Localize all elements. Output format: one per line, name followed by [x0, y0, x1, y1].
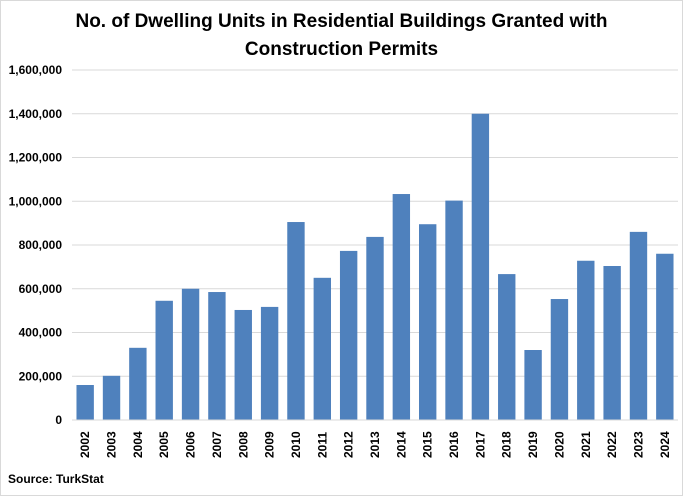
- bar: [76, 385, 94, 420]
- x-tick-label: 2011: [315, 432, 329, 458]
- bar: [287, 222, 305, 420]
- bar: [208, 292, 226, 420]
- bar: [234, 309, 252, 420]
- x-tick-label: 2016: [447, 431, 461, 458]
- x-tick-label: 2010: [289, 431, 303, 458]
- bar: [524, 350, 542, 420]
- bar: [366, 236, 384, 420]
- bar: [339, 250, 358, 420]
- bar: [102, 375, 121, 420]
- x-tick-label: 2023: [631, 431, 645, 458]
- bar: [629, 231, 648, 420]
- bar: [392, 194, 411, 420]
- chart-title: No. of Dwelling Units in Residential Bui…: [0, 8, 683, 64]
- x-tick-label: 2012: [342, 431, 356, 458]
- y-tick-label: 400,000: [19, 326, 63, 340]
- bar: [155, 300, 173, 420]
- x-tick-label: 2020: [552, 431, 566, 458]
- y-tick-label: 600,000: [19, 282, 63, 296]
- x-tick-label: 2019: [526, 431, 540, 458]
- x-tick-label: 2022: [605, 431, 619, 458]
- x-tick-label: 2018: [500, 431, 514, 458]
- bar: [129, 347, 147, 420]
- x-tick-label: 2004: [131, 431, 145, 458]
- y-tick-label: 1,600,000: [9, 63, 63, 77]
- y-tick-label: 1,000,000: [9, 194, 63, 208]
- y-tick-label: 800,000: [19, 238, 63, 252]
- x-tick-label: 2014: [394, 431, 408, 458]
- bar: [471, 113, 490, 420]
- bar: [260, 306, 279, 420]
- x-tick-label: 2003: [105, 431, 119, 458]
- x-tick-label: 2006: [184, 431, 198, 458]
- y-tick-label: 1,400,000: [9, 107, 63, 121]
- bar: [603, 266, 621, 420]
- bar: [498, 274, 516, 420]
- bar: [656, 253, 674, 420]
- source-note: Source: TurkStat: [8, 472, 104, 486]
- chart-title-line-1: No. of Dwelling Units in Residential Bui…: [75, 11, 608, 32]
- bar: [313, 277, 331, 420]
- y-tick-label: 200,000: [19, 369, 63, 383]
- x-tick-label: 2002: [78, 431, 92, 458]
- x-tick-label: 2024: [658, 431, 672, 458]
- bar: [419, 224, 437, 420]
- x-tick-label: 2008: [236, 431, 250, 458]
- bar: [181, 288, 200, 420]
- x-tick-label: 2007: [210, 431, 224, 458]
- x-tick-label: 2009: [263, 431, 277, 458]
- x-tick-label: 2021: [579, 431, 593, 458]
- bar: [445, 200, 463, 420]
- x-tick-label: 2005: [157, 431, 171, 458]
- bar: [550, 299, 569, 420]
- x-tick-label: 2013: [368, 431, 382, 458]
- bar: [577, 260, 595, 420]
- x-tick-label: 2017: [473, 431, 487, 458]
- y-tick-label: 1,200,000: [9, 151, 63, 165]
- x-tick-label: 2015: [421, 431, 435, 458]
- y-tick-label: 0: [55, 413, 62, 427]
- chart-title-line-2: Construction Permits: [244, 39, 439, 60]
